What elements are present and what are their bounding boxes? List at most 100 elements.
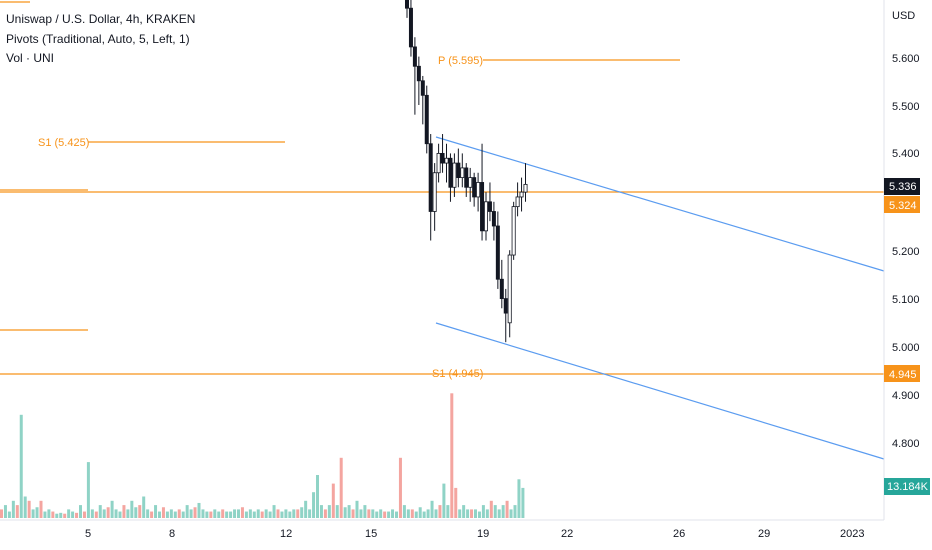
volume-bar <box>497 509 501 518</box>
y-tick: 5.600 <box>892 53 920 65</box>
descending-channel[interactable] <box>435 136 885 460</box>
candle-body <box>491 211 496 227</box>
volume-bar <box>509 509 513 518</box>
volume-bar <box>185 505 189 518</box>
volume-bar <box>114 509 118 518</box>
volume-bar <box>169 509 173 518</box>
volume-bar <box>517 479 521 518</box>
volume-bar <box>501 505 505 518</box>
volume-bar <box>485 509 489 518</box>
volume-bar <box>27 500 31 518</box>
volume-bars <box>0 393 525 518</box>
volume-bar <box>197 502 201 518</box>
volume-bar <box>319 505 323 518</box>
pivot-price-value: 5.324 <box>889 200 917 212</box>
candle-body <box>460 167 465 178</box>
volume-bar <box>513 505 517 518</box>
volume-bar <box>398 457 402 518</box>
candle-body <box>436 152 441 174</box>
channel-upper-line <box>435 136 885 272</box>
volume-bar <box>154 505 158 518</box>
candle-body <box>468 177 473 188</box>
volume-bar <box>454 487 458 518</box>
volume-bar <box>237 509 240 518</box>
volume-bar <box>280 511 284 518</box>
volume-bar <box>292 509 296 518</box>
volume-bar <box>426 509 430 518</box>
volume-bar <box>221 509 225 518</box>
volume-bar <box>225 511 229 518</box>
candles <box>404 0 528 343</box>
x-tick: 19 <box>477 528 489 540</box>
s1-price-value: 4.945 <box>889 369 917 381</box>
volume-bar <box>375 511 379 518</box>
volume-bar <box>201 509 205 518</box>
volume-bar <box>458 509 462 518</box>
legend-volume[interactable]: Vol · UNI <box>6 51 55 65</box>
x-tick: 5 <box>85 528 91 540</box>
time-axis[interactable]: 5 8 12 15 19 22 26 29 2023 <box>0 519 932 550</box>
candle-body <box>503 298 508 314</box>
volume-bar <box>86 462 90 518</box>
volume-bar <box>59 512 63 518</box>
volume-bar <box>312 492 316 518</box>
volume-bar <box>395 511 398 518</box>
x-tick: 2023 <box>840 528 864 540</box>
volume-bar <box>138 505 142 518</box>
pivot-label-s1-lower: S1 (4.945) <box>432 368 483 380</box>
volume-bar <box>82 511 86 518</box>
volume-bar <box>39 500 43 518</box>
volume-bar <box>343 507 347 518</box>
candle-body <box>483 201 488 232</box>
y-tick: 4.900 <box>892 390 920 402</box>
volume-bar <box>205 511 209 518</box>
last-price-value: 5.336 <box>889 181 917 193</box>
volume-bar <box>94 511 98 518</box>
volume-bar <box>446 505 450 518</box>
candle-body <box>507 254 512 324</box>
candle-body <box>476 182 481 198</box>
candle-body <box>408 7 413 48</box>
volume-bar <box>414 511 418 518</box>
volume-bar <box>462 505 466 518</box>
candle-body <box>515 196 520 208</box>
legend-pivots-indicator[interactable]: Pivots (Traditional, Auto, 5, Left, 1) <box>6 31 190 46</box>
volume-bar <box>493 505 497 518</box>
volume-bar <box>244 511 248 518</box>
pivot-label-s1-upper: S1 (5.425) <box>38 137 89 149</box>
candle-body <box>487 201 492 212</box>
volume-bar <box>442 483 446 518</box>
volume-bar <box>146 509 150 518</box>
volume-bar <box>248 509 252 518</box>
volume-bar <box>35 507 39 518</box>
candle-body <box>523 183 528 193</box>
volume-bar <box>470 509 474 518</box>
volume-bar <box>304 500 308 518</box>
volume-bar <box>130 500 134 518</box>
volume-bar <box>387 511 391 518</box>
volume-bar <box>0 509 3 518</box>
volume-bar <box>158 511 161 518</box>
candle-body <box>452 162 457 188</box>
volume-bar <box>31 509 35 518</box>
candle-body <box>519 191 524 198</box>
volume-bar <box>98 505 102 518</box>
volume-bar <box>434 509 438 518</box>
volume-bar <box>316 475 319 518</box>
volume-bar <box>276 509 280 518</box>
legend-symbol[interactable]: Uniswap / U.S. Dollar, 4h, KRAKEN <box>6 12 196 26</box>
price-axis[interactable]: USD 5.600 5.500 5.400 5.200 5.100 5.000 … <box>883 0 932 550</box>
volume-bar <box>474 509 477 518</box>
volume-bar <box>110 500 114 518</box>
candle-body <box>480 182 485 232</box>
volume-bar <box>308 509 312 518</box>
volume-value: 13.184K <box>887 481 929 493</box>
volume-bar <box>379 509 383 518</box>
volume-bar <box>371 509 375 518</box>
volume-bar <box>229 511 233 518</box>
volume-bar <box>106 507 110 518</box>
volume-bar <box>177 509 181 518</box>
volume-bar <box>383 511 387 518</box>
volume-bar <box>300 507 304 518</box>
